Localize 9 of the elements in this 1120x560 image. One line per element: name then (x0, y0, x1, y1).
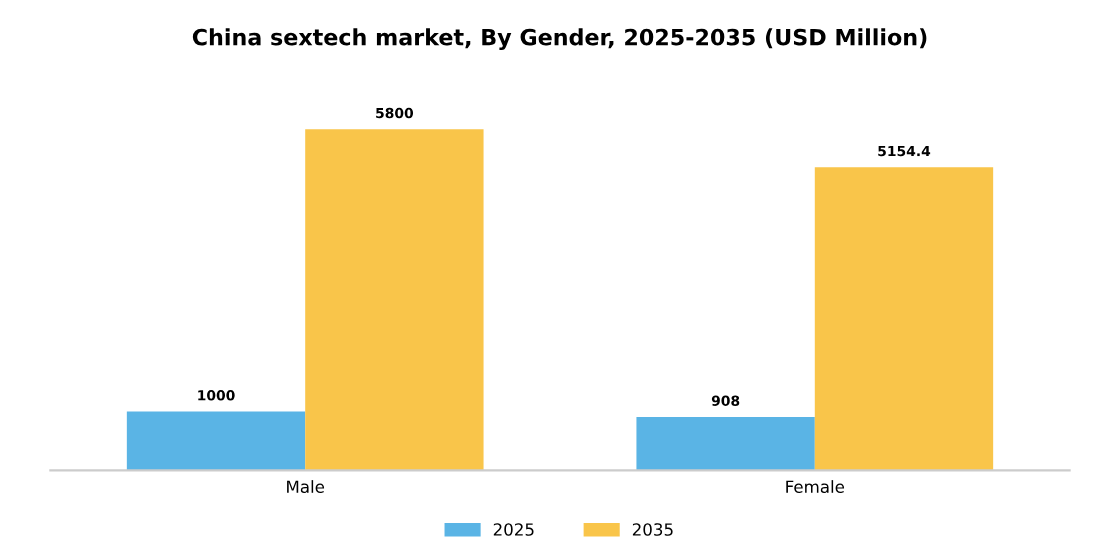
bar (636, 417, 815, 471)
chart-title: China sextech market, By Gender, 2025-2035 (USD Million) (192, 28, 927, 50)
bar (305, 129, 484, 471)
x-tick-label: Male (287, 480, 325, 494)
bar (814, 167, 994, 471)
bar (126, 411, 306, 471)
x-tick-label: Female (786, 480, 845, 494)
legend-label: 2025 (493, 523, 534, 536)
legend-label: 2035 (632, 523, 673, 536)
